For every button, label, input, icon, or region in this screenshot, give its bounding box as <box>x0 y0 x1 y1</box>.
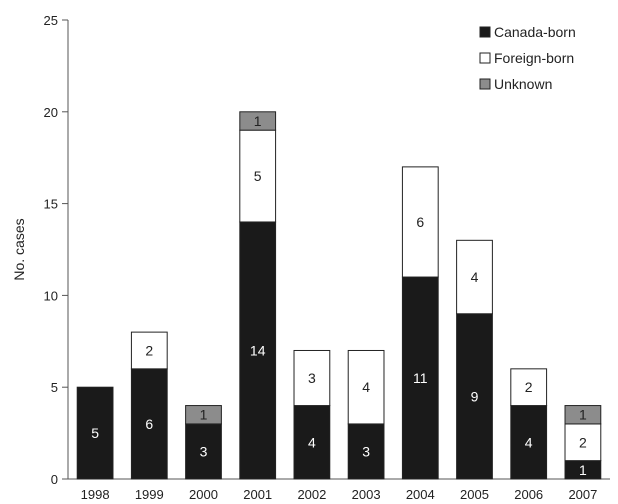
bar-foreign-born-1999 <box>130 331 168 370</box>
bar-canada-born-2001 <box>239 221 277 480</box>
y-tick-label: 25 <box>44 13 58 28</box>
bar-canada-born-1999 <box>130 368 168 480</box>
bar-value-label: 4 <box>362 379 370 395</box>
x-tick-label: 2004 <box>406 487 435 502</box>
bar-value-label: 1 <box>579 462 587 478</box>
bar-canada-born-2004 <box>401 276 439 480</box>
bar-unknown-2007 <box>564 405 602 425</box>
bar-unknown-2000 <box>185 405 222 425</box>
legend-label: Foreign-born <box>494 50 574 66</box>
bar-value-label: 1 <box>254 113 262 129</box>
y-tick-label: 10 <box>44 288 58 303</box>
bar-canada-born-2003 <box>347 423 385 480</box>
bar-value-label: 6 <box>145 416 153 432</box>
legend: Canada-born Foreign-born Unknown <box>479 24 576 92</box>
bar-value-label: 1 <box>579 407 587 423</box>
bar-value-label: 6 <box>416 214 424 230</box>
x-tick-label: 1999 <box>135 487 164 502</box>
bar-canada-born-1998 <box>76 386 114 480</box>
bar-value-label: 4 <box>308 434 316 450</box>
bar-value-label: 5 <box>91 425 99 441</box>
bar-foreign-born-2005 <box>456 239 493 315</box>
x-tick-label: 2001 <box>243 487 272 502</box>
x-tick-label: 2002 <box>297 487 326 502</box>
bar-value-label: 11 <box>413 370 428 386</box>
bar-value-label: 2 <box>525 379 533 395</box>
bar-foreign-born-2004 <box>401 166 439 278</box>
x-tick-label: 2003 <box>352 487 381 502</box>
bar-value-label: 3 <box>200 443 208 459</box>
x-tick-label: 2000 <box>189 487 218 502</box>
legend-label: Canada-born <box>494 24 576 40</box>
legend-swatch <box>479 26 491 38</box>
bar-value-label: 1 <box>200 407 208 423</box>
bar-value-label: 3 <box>308 370 316 386</box>
y-tick-label: 15 <box>44 197 58 212</box>
x-tick-label: 2006 <box>514 487 543 502</box>
x-tick-label: 1998 <box>81 487 110 502</box>
x-axis: 1998 1999 2000 2001 2002 2003 2004 2005 2006 2007 <box>68 478 610 502</box>
bar-value-label: 4 <box>471 269 479 285</box>
x-tick-label: 2007 <box>568 487 597 502</box>
legend-label: Unknown <box>494 76 552 92</box>
bar-value-label: 2 <box>579 434 587 450</box>
x-tick-label: 2005 <box>460 487 489 502</box>
y-tick-label: 5 <box>51 380 58 395</box>
bar-value-label: 9 <box>471 388 479 404</box>
bar-foreign-born-2007 <box>564 423 602 462</box>
bar-canada-born-2002 <box>293 405 331 480</box>
bar-canada-born-2006 <box>510 405 548 480</box>
bar-value-label: 14 <box>250 342 266 358</box>
bar-foreign-born-2003 <box>347 349 385 425</box>
y-axis-title: No. cases <box>11 218 27 280</box>
bar-unknown-2001 <box>239 111 277 131</box>
bar-value-label: 2 <box>145 342 153 358</box>
bar-value-label: 5 <box>254 168 262 184</box>
bar-foreign-born-2002 <box>293 349 331 407</box>
legend-swatch <box>479 52 491 64</box>
y-axis: 0 5 10 15 20 25 <box>44 13 69 487</box>
y-tick-label: 20 <box>44 105 58 120</box>
bar-foreign-born-2006 <box>510 368 548 407</box>
bar-value-label: 3 <box>362 443 370 459</box>
legend-swatch <box>479 78 491 90</box>
bar-value-label: 4 <box>525 434 533 450</box>
bar-canada-born-2005 <box>456 313 493 480</box>
y-tick-label: 0 <box>51 472 58 487</box>
